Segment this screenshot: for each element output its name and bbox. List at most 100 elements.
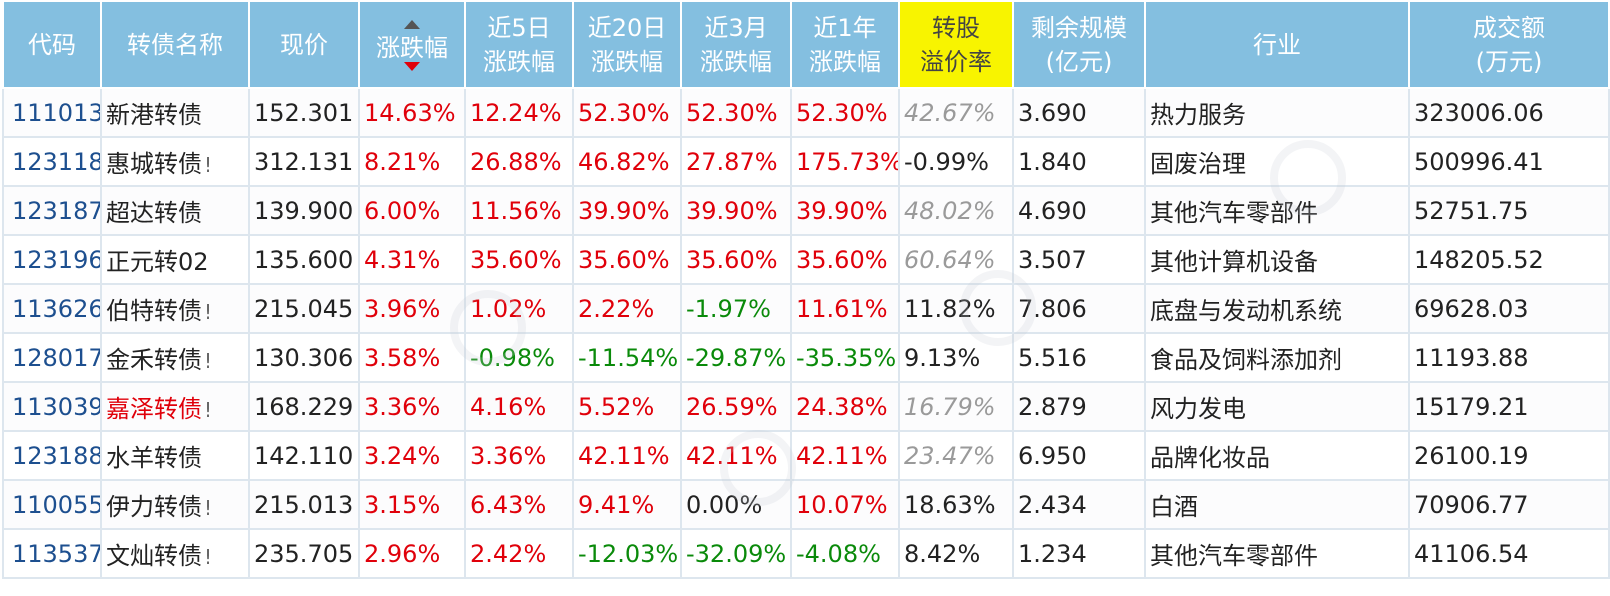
bond-code-link-text[interactable]: 123196	[12, 245, 101, 274]
table-row[interactable]: 110055 伊力转债! 215.013 3.15% 6.43% 9.41% 0.00% 10…	[2, 479, 1610, 530]
scale-cell-text: 3.690	[1018, 98, 1087, 127]
bond-name-link-text[interactable]: 嘉泽转债	[106, 395, 202, 423]
bond-code-link-text[interactable]: 123118	[12, 147, 101, 176]
bond-name-link[interactable]: 伊力转债!	[100, 479, 250, 530]
bond-name-link[interactable]: 金禾转债!	[100, 332, 250, 383]
bond-code-link[interactable]: 113626	[2, 283, 102, 334]
premium-cell: 16.79%	[898, 381, 1014, 432]
bond-name-link-text[interactable]: 伊力转债	[106, 493, 202, 521]
table-row[interactable]: 128017 金禾转债! 130.306 3.58% -0.98% -11.54% -29.…	[2, 332, 1610, 383]
change-5d-cell: 35.60%	[464, 234, 574, 285]
bond-code-link[interactable]: 123196	[2, 234, 102, 285]
header-industry[interactable]: 行业	[1144, 0, 1410, 89]
bond-code-link-text[interactable]: 113626	[12, 294, 101, 323]
industry-cell: 风力发电	[1144, 381, 1410, 432]
amount-cell: 148205.52	[1408, 234, 1610, 285]
bond-code-link[interactable]: 123187	[2, 185, 102, 236]
industry-cell: 其他计算机设备	[1144, 234, 1410, 285]
change-cell: 4.31%	[358, 234, 466, 285]
table-row[interactable]: 113039 嘉泽转债! 168.229 3.36% 4.16% 5.52% 26.59% 2…	[2, 381, 1610, 432]
scale-cell-text: 1.234	[1018, 539, 1087, 568]
change-cell-text: 3.15%	[364, 490, 441, 519]
bond-name-link-text[interactable]: 伯特转债	[106, 297, 202, 325]
header-1y[interactable]: 近1年 涨跌幅	[790, 0, 900, 89]
bond-code-link[interactable]: 123118	[2, 136, 102, 187]
bond-name-link-text[interactable]: 新港转债	[106, 101, 202, 129]
bond-code-link-text[interactable]: 111013	[12, 98, 101, 127]
header-name[interactable]: 转债名称	[100, 0, 250, 89]
bond-code-link[interactable]: 110055	[2, 479, 102, 530]
premium-cell: -0.99%	[898, 136, 1014, 187]
bond-code-link-text[interactable]: 123187	[12, 196, 101, 225]
header-price[interactable]: 现价	[248, 0, 360, 89]
bond-code-link-text[interactable]: 110055	[12, 490, 101, 519]
change-5d-cell: 6.43%	[464, 479, 574, 530]
bond-name-link[interactable]: 正元转02	[100, 234, 250, 285]
change-3m-cell: 27.87%	[680, 136, 792, 187]
bond-name-link-text[interactable]: 文灿转债	[106, 542, 202, 570]
bond-name-link-text[interactable]: 金禾转债	[106, 346, 202, 374]
change-1y-cell: 11.61%	[790, 283, 900, 334]
warning-mark-icon[interactable]: !	[204, 349, 213, 373]
warning-mark-icon[interactable]: !	[204, 153, 213, 177]
premium-cell: 23.47%	[898, 430, 1014, 481]
bond-name-link[interactable]: 文灿转债!	[100, 528, 250, 579]
bond-name-link[interactable]: 水羊转债	[100, 430, 250, 481]
warning-mark-icon[interactable]: !	[204, 398, 213, 422]
table-row[interactable]: 123188 水羊转债 142.110 3.24% 3.36% 42.11% 42.11% 4…	[2, 430, 1610, 481]
header-scale[interactable]: 剩余规模 (亿元)	[1012, 0, 1146, 89]
bond-code-link-text[interactable]: 113537	[12, 539, 101, 568]
sort-asc-icon[interactable]	[404, 20, 420, 29]
amount-cell: 11193.88	[1408, 332, 1610, 383]
amount-cell: 52751.75	[1408, 185, 1610, 236]
header-change[interactable]: 涨跌幅	[358, 0, 466, 89]
header-5d[interactable]: 近5日 涨跌幅	[464, 0, 574, 89]
warning-mark-icon[interactable]: !	[204, 496, 213, 520]
bond-code-link[interactable]: 113537	[2, 528, 102, 579]
bond-code-link[interactable]: 128017	[2, 332, 102, 383]
bond-name-link-text[interactable]: 正元转02	[106, 248, 209, 276]
table-row[interactable]: 111013 新港转债 152.301 14.63% 12.24% 52.30% 52.30…	[2, 87, 1610, 138]
bond-name-link[interactable]: 伯特转债!	[100, 283, 250, 334]
header-3m[interactable]: 近3月 涨跌幅	[680, 0, 792, 89]
bond-name-link-text[interactable]: 超达转债	[106, 199, 202, 227]
scale-cell-text: 7.806	[1018, 294, 1087, 323]
table-row[interactable]: 123196 正元转02 135.600 4.31% 35.60% 35.60% 35.60…	[2, 234, 1610, 285]
scale-cell-text: 2.434	[1018, 490, 1087, 519]
bond-code-link[interactable]: 113039	[2, 381, 102, 432]
sort-desc-icon[interactable]	[404, 62, 420, 71]
table-row[interactable]: 123187 超达转债 139.900 6.00% 11.56% 39.90% 39.90%…	[2, 185, 1610, 236]
bond-name-link[interactable]: 惠城转债!	[100, 136, 250, 187]
header-premium[interactable]: 转股 溢价率	[898, 0, 1014, 89]
bond-name-link-text[interactable]: 惠城转债	[106, 150, 202, 178]
change-20d-cell: 9.41%	[572, 479, 682, 530]
scale-cell: 5.516	[1012, 332, 1146, 383]
amount-cell: 70906.77	[1408, 479, 1610, 530]
bond-name-link[interactable]: 超达转债	[100, 185, 250, 236]
price-cell-text: 312.131	[254, 147, 354, 176]
change-cell: 3.36%	[358, 381, 466, 432]
price-cell-text: 215.013	[254, 490, 354, 519]
bond-code-link[interactable]: 111013	[2, 87, 102, 138]
table-row[interactable]: 113626 伯特转债! 215.045 3.96% 1.02% 2.22% -1.97% 1…	[2, 283, 1610, 334]
change-1y-cell-text: 10.07%	[796, 490, 888, 519]
table-row[interactable]: 123118 惠城转债! 312.131 8.21% 26.88% 46.82% 27.87…	[2, 136, 1610, 187]
bond-code-link-text[interactable]: 113039	[12, 392, 101, 421]
price-cell-text: 152.301	[254, 98, 354, 127]
convertible-bond-table: 代码 转债名称 现价 涨跌幅 近5日 涨跌幅 近20日 涨跌幅 近3月 涨跌幅 近1年…	[2, 0, 1610, 579]
change-5d-cell-text: 6.43%	[470, 490, 547, 519]
bond-code-link-text[interactable]: 128017	[12, 343, 101, 372]
bond-code-link[interactable]: 123188	[2, 430, 102, 481]
table-row[interactable]: 113537 文灿转债! 235.705 2.96% 2.42% -12.03% -32.0…	[2, 528, 1610, 579]
header-code[interactable]: 代码	[2, 0, 102, 89]
header-20d[interactable]: 近20日 涨跌幅	[572, 0, 682, 89]
warning-mark-icon[interactable]: !	[204, 300, 213, 324]
bond-name-link[interactable]: 新港转债	[100, 87, 250, 138]
bond-name-link[interactable]: 嘉泽转债!	[100, 381, 250, 432]
change-cell: 8.21%	[358, 136, 466, 187]
warning-mark-icon[interactable]: !	[204, 545, 213, 569]
bond-name-link-text[interactable]: 水羊转债	[106, 444, 202, 472]
header-amount[interactable]: 成交额 (万元)	[1408, 0, 1610, 89]
price-cell-text: 235.705	[254, 539, 354, 568]
bond-code-link-text[interactable]: 123188	[12, 441, 101, 470]
